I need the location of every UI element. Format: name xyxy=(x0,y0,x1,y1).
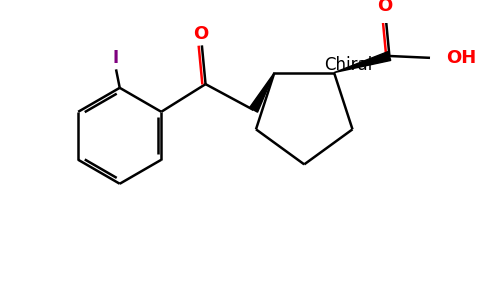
Text: OH: OH xyxy=(447,49,477,67)
Polygon shape xyxy=(334,52,391,73)
Text: Chiral: Chiral xyxy=(324,56,373,74)
Text: I: I xyxy=(113,49,119,67)
Text: O: O xyxy=(193,25,208,43)
Polygon shape xyxy=(249,73,274,112)
Text: O: O xyxy=(377,0,393,15)
